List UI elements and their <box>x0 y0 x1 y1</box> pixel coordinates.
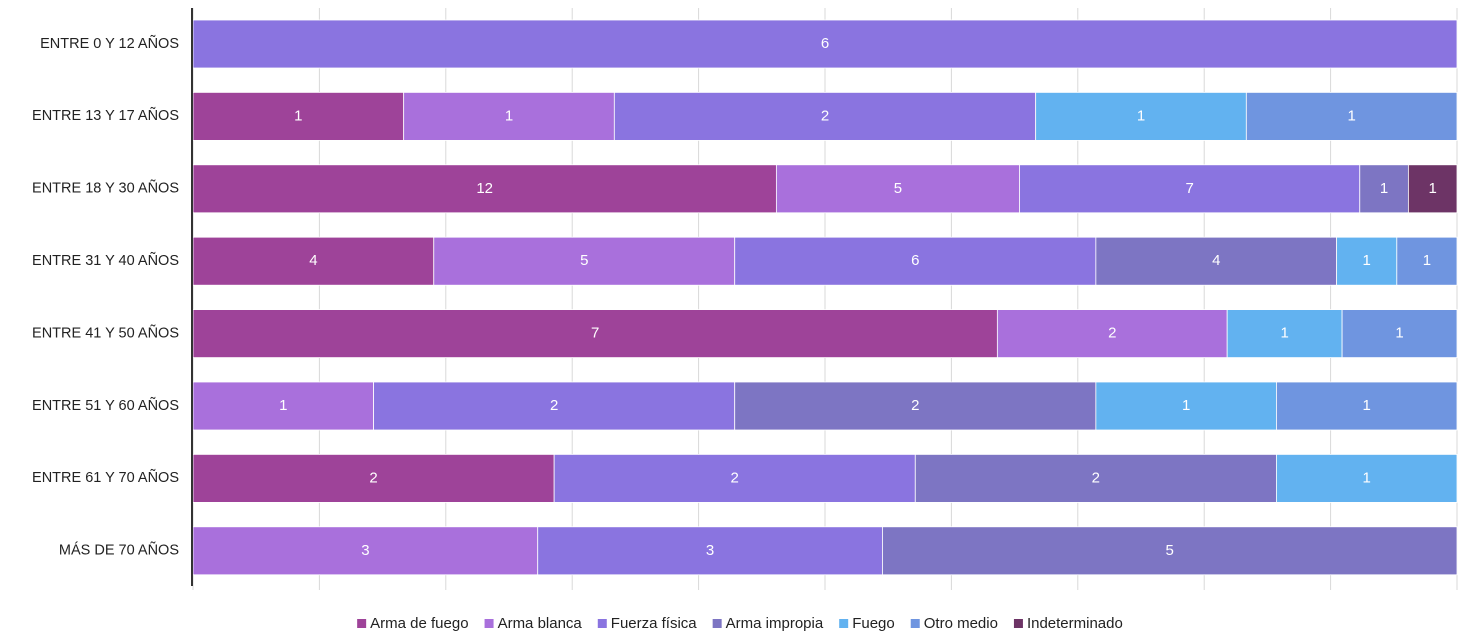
data-label: 2 <box>369 469 377 486</box>
legend-swatch <box>712 619 722 628</box>
y-tick-label: ENTRE 31 Y 40 AÑOS <box>32 252 179 269</box>
bar-segment <box>882 526 1458 576</box>
y-tick-label: ENTRE 13 Y 17 AÑOS <box>32 107 179 124</box>
bar-segment <box>192 526 539 576</box>
data-label: 3 <box>361 542 369 559</box>
data-label: 1 <box>505 107 513 124</box>
data-label: 2 <box>550 397 558 414</box>
bar-segment <box>192 309 998 359</box>
data-label: 2 <box>821 107 829 124</box>
data-label: 4 <box>1212 252 1220 269</box>
bar-segment <box>373 381 736 431</box>
data-label: 2 <box>1092 469 1100 486</box>
bar-segment <box>433 236 736 286</box>
data-label: 7 <box>591 325 599 342</box>
data-label: 3 <box>706 542 714 559</box>
bar-segment <box>192 453 555 503</box>
legend-label: Arma blanca <box>498 615 583 632</box>
bar-segment <box>1095 381 1277 431</box>
data-label: 2 <box>911 397 919 414</box>
y-tick-label: ENTRE 0 Y 12 AÑOS <box>40 35 179 52</box>
bar-segment <box>537 526 883 576</box>
bar-segment <box>1095 236 1338 286</box>
bar-segment <box>1226 309 1343 359</box>
legend-label: Otro medio <box>924 615 998 632</box>
y-tick-label: MÁS DE 70 AÑOS <box>59 542 179 559</box>
legend-swatch <box>357 619 367 628</box>
bar-segment <box>403 92 615 141</box>
legend-label: Fuego <box>852 615 895 632</box>
bar-segment <box>1396 236 1458 286</box>
data-label: 1 <box>1280 325 1288 342</box>
data-label: 1 <box>1182 397 1190 414</box>
bar-segment <box>192 236 435 286</box>
legend-label: Fuerza física <box>611 615 698 632</box>
bar-segment <box>192 92 405 141</box>
data-label: 7 <box>1185 180 1193 197</box>
data-label: 1 <box>1363 469 1371 486</box>
y-tick-label: ENTRE 18 Y 30 AÑOS <box>32 180 179 197</box>
data-label: 1 <box>1380 180 1388 197</box>
bar-segment <box>734 381 1097 431</box>
data-label: 4 <box>309 252 317 269</box>
data-label: 1 <box>1363 397 1371 414</box>
legend-label: Indeterminado <box>1027 615 1123 632</box>
data-label: 1 <box>1429 180 1437 197</box>
bar-segment <box>1407 164 1458 214</box>
legend-label: Arma impropia <box>726 615 824 632</box>
bar-segment <box>613 92 1037 141</box>
bar-segment <box>1245 92 1458 141</box>
bar-segment <box>1341 309 1458 359</box>
legend-swatch <box>1013 619 1023 628</box>
data-label: 1 <box>1423 252 1431 269</box>
y-tick-label: ENTRE 61 Y 70 AÑOS <box>32 469 179 486</box>
data-label: 1 <box>279 397 287 414</box>
bar-segment <box>734 236 1097 286</box>
data-label: 1 <box>1395 325 1403 342</box>
bar-segment <box>192 19 1458 69</box>
legend-swatch <box>597 619 607 628</box>
data-label: 5 <box>1166 542 1174 559</box>
legend-label: Arma de fuego <box>370 615 468 632</box>
legend-swatch <box>839 619 849 628</box>
bar-segment <box>1019 164 1361 214</box>
data-label: 12 <box>476 180 493 197</box>
data-label: 6 <box>821 35 829 52</box>
data-label: 1 <box>1363 252 1371 269</box>
bar-segment <box>192 164 777 214</box>
data-label: 5 <box>580 252 588 269</box>
data-label: 2 <box>731 469 739 486</box>
data-label: 1 <box>294 107 302 124</box>
bar-segment <box>1276 381 1458 431</box>
legend-swatch <box>910 619 920 628</box>
bar-segment <box>1359 164 1409 214</box>
legend-swatch <box>484 619 494 628</box>
bar-segment <box>1276 453 1458 503</box>
bar-segment <box>1035 92 1247 141</box>
bar-segment <box>192 381 374 431</box>
data-label: 5 <box>894 180 902 197</box>
bar-segment <box>996 309 1228 359</box>
data-label: 6 <box>911 252 919 269</box>
data-label: 2 <box>1108 325 1116 342</box>
bar-segment <box>1336 236 1398 286</box>
data-label: 1 <box>1137 107 1145 124</box>
data-label: 1 <box>1347 107 1355 124</box>
y-tick-label: ENTRE 51 Y 60 AÑOS <box>32 397 179 414</box>
bar-segment <box>914 453 1277 503</box>
y-tick-label: ENTRE 41 Y 50 AÑOS <box>32 324 179 341</box>
